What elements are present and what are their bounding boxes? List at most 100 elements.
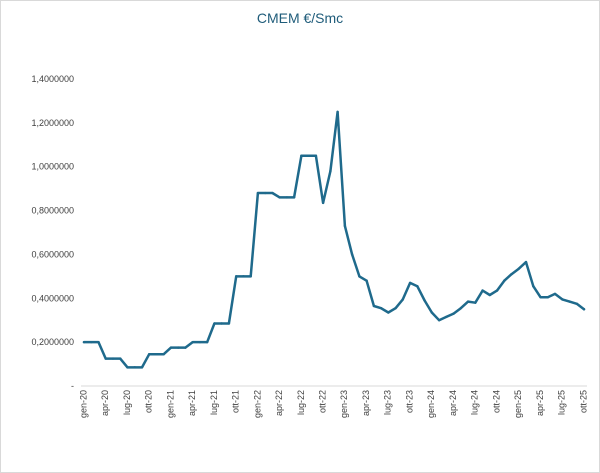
x-tick-label: lug-22 [296,390,306,415]
data-point [292,196,296,199]
data-point [503,279,506,282]
data-point [104,357,107,360]
data-point [97,340,100,344]
data-point [430,311,434,314]
x-tick-label: lug-25 [557,390,567,415]
data-point [119,357,122,360]
x-tick-label: gen-22 [252,390,262,418]
data-point [452,312,455,315]
data-point [177,346,180,349]
data-point [234,275,238,278]
x-tick-label: lug-23 [383,390,393,415]
data-point [553,292,557,296]
data-point [126,366,129,369]
data-point [510,272,513,276]
data-point [546,295,549,299]
data-point [423,299,426,302]
y-tick-label: 0,4000000 [31,293,74,303]
y-tick-label: - [71,381,74,391]
data-point [561,298,564,301]
x-tick-label: apr-22 [274,390,284,416]
data-point [582,308,586,311]
data-point [343,224,347,228]
data-point [524,260,528,264]
y-tick-label: 1,2000000 [31,118,74,128]
data-point [350,253,354,256]
data-point [437,319,441,322]
x-tick-label: ott-24 [491,390,501,413]
data-point [329,169,332,173]
y-tick-label: 1,4000000 [31,74,74,84]
data-point [198,340,202,344]
data-point [517,267,520,270]
series-line [82,110,586,369]
data-point [365,279,368,282]
data-point [488,293,491,297]
x-tick-label: gen-24 [426,390,436,418]
data-point [271,191,274,195]
data-point [82,340,86,344]
y-tick-label: 0,6000000 [31,249,74,259]
x-tick-label: apr-24 [448,390,458,416]
data-point [111,357,115,360]
data-point [408,281,412,285]
data-point [307,154,310,157]
data-point [249,275,252,278]
data-point [191,340,194,344]
y-tick-label: 0,2000000 [31,337,74,347]
y-axis-labels: - 0,2000000 0,4000000 0,6000000 0,8000000 1,0… [31,74,74,391]
data-point [227,322,231,325]
x-axis-labels: gen-20 apr-20 lug-20 ott-20 gen-21 apr-21 lug-… [78,390,588,418]
data-point [256,191,260,195]
data-point [300,154,303,157]
data-point [358,275,361,278]
x-tick-label: apr-21 [187,390,197,416]
data-point [481,289,484,292]
data-point [213,322,216,325]
data-point [372,304,376,308]
data-point [387,311,390,314]
y-tick-label: 1,0000000 [31,162,74,172]
x-tick-label: lug-24 [470,390,480,415]
data-point [90,340,93,344]
data-point [445,315,448,319]
x-tick-label: lug-20 [122,390,132,415]
x-tick-label: gen-20 [78,390,88,418]
x-tick-label: gen-21 [165,390,175,418]
x-tick-label: apr-25 [535,390,545,416]
data-point [169,346,173,349]
data-point [539,295,542,299]
chart-title: CMEM €/Smc [256,10,344,26]
data-point [263,191,267,195]
y-tick-label: 0,8000000 [31,206,74,216]
data-point [321,201,325,205]
data-point [416,285,419,288]
data-point [459,306,463,310]
data-point [148,353,151,356]
data-point [242,275,245,278]
x-tick-label: lug-21 [209,390,219,415]
data-point [133,366,136,369]
data-point [401,298,405,301]
data-point [155,353,158,356]
data-point [532,285,535,288]
data-point [575,302,578,305]
data-point [495,289,499,292]
data-point [162,353,165,356]
data-point [140,366,144,369]
data-point [474,301,477,304]
data-point [379,306,383,310]
data-point [184,346,187,349]
x-tick-label: ott-21 [231,390,241,413]
x-tick-label: gen-25 [513,390,523,418]
x-tick-label: ott-25 [578,390,588,413]
data-point [220,322,223,325]
x-tick-label: ott-23 [404,390,414,413]
data-point [314,154,318,157]
x-tick-label: ott-22 [318,390,328,413]
data-point [568,300,571,303]
x-tick-label: apr-20 [100,390,110,416]
x-tick-label: ott-20 [144,390,154,413]
data-point [466,300,470,303]
